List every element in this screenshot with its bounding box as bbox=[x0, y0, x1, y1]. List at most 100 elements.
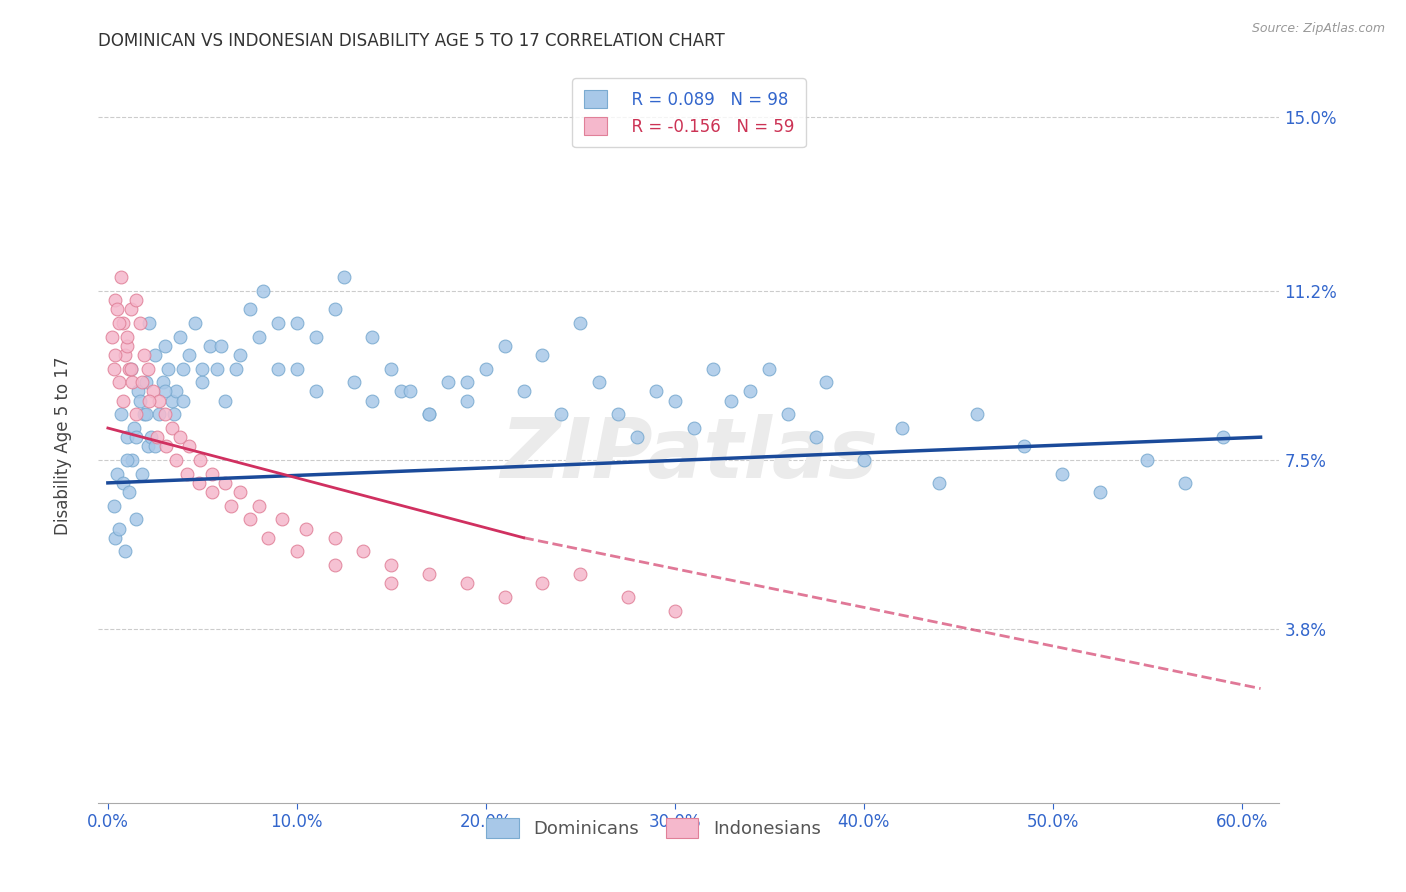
Point bbox=[607, 408, 630, 422]
Point bbox=[131, 376, 153, 390]
Point bbox=[323, 531, 346, 545]
Point bbox=[152, 376, 174, 390]
Text: DOMINICAN VS INDONESIAN DISABILITY AGE 5 TO 17 CORRELATION CHART: DOMINICAN VS INDONESIAN DISABILITY AGE 5… bbox=[98, 32, 725, 50]
Point bbox=[165, 453, 187, 467]
Point bbox=[494, 590, 516, 604]
Point bbox=[125, 430, 148, 444]
Point bbox=[1136, 453, 1159, 467]
Point bbox=[121, 453, 143, 467]
Point bbox=[361, 393, 384, 408]
Point bbox=[132, 348, 155, 362]
Point bbox=[125, 408, 148, 422]
Point bbox=[252, 284, 274, 298]
Point bbox=[125, 512, 148, 526]
Point bbox=[569, 316, 592, 330]
Point bbox=[138, 316, 160, 330]
Point bbox=[247, 329, 270, 343]
Point bbox=[1174, 475, 1197, 490]
Point bbox=[127, 384, 149, 399]
Text: Source: ZipAtlas.com: Source: ZipAtlas.com bbox=[1251, 22, 1385, 36]
Point bbox=[247, 499, 270, 513]
Point bbox=[108, 522, 131, 536]
Point bbox=[115, 329, 138, 343]
Point bbox=[191, 376, 214, 390]
Point bbox=[342, 376, 364, 390]
Point bbox=[399, 384, 422, 399]
Point bbox=[814, 376, 837, 390]
Point bbox=[201, 485, 224, 500]
Point bbox=[165, 384, 187, 399]
Point bbox=[1212, 430, 1234, 444]
Point bbox=[115, 339, 138, 353]
Point bbox=[179, 348, 201, 362]
Point bbox=[285, 361, 308, 376]
Point bbox=[644, 384, 666, 399]
Point bbox=[105, 302, 128, 317]
Point bbox=[682, 421, 704, 435]
Point bbox=[531, 576, 554, 591]
Point bbox=[456, 393, 478, 408]
Point bbox=[190, 453, 212, 467]
Point bbox=[890, 421, 912, 435]
Point bbox=[148, 408, 170, 422]
Point bbox=[267, 316, 290, 330]
Point bbox=[103, 361, 125, 376]
Point bbox=[176, 467, 198, 481]
Point bbox=[115, 453, 138, 467]
Point bbox=[142, 384, 165, 399]
Point bbox=[1014, 439, 1036, 453]
Point bbox=[153, 339, 176, 353]
Point bbox=[664, 393, 686, 408]
Point bbox=[191, 361, 214, 376]
Point bbox=[1050, 467, 1073, 481]
Point bbox=[380, 576, 402, 591]
Point bbox=[305, 329, 328, 343]
Point bbox=[110, 270, 132, 285]
Point bbox=[418, 408, 440, 422]
Point bbox=[172, 393, 194, 408]
Point bbox=[1088, 485, 1111, 500]
Point bbox=[111, 393, 134, 408]
Point bbox=[124, 421, 146, 435]
Point bbox=[184, 316, 207, 330]
Point bbox=[120, 361, 142, 376]
Point bbox=[806, 430, 828, 444]
Point bbox=[418, 567, 440, 582]
Point bbox=[270, 512, 292, 526]
Point bbox=[239, 302, 262, 317]
Point bbox=[153, 384, 176, 399]
Point bbox=[323, 558, 346, 573]
Point bbox=[100, 329, 122, 343]
Point bbox=[104, 531, 127, 545]
Point bbox=[209, 339, 232, 353]
Point bbox=[143, 348, 166, 362]
Point bbox=[225, 361, 247, 376]
Point bbox=[702, 361, 724, 376]
Point bbox=[664, 604, 686, 618]
Point bbox=[108, 376, 131, 390]
Point bbox=[135, 376, 157, 390]
Point bbox=[120, 361, 142, 376]
Text: ZIPatlas: ZIPatlas bbox=[501, 414, 877, 495]
Point bbox=[114, 348, 136, 362]
Point bbox=[118, 485, 141, 500]
Point bbox=[111, 316, 134, 330]
Point bbox=[155, 439, 177, 453]
Point bbox=[305, 384, 328, 399]
Point bbox=[136, 439, 159, 453]
Point bbox=[125, 293, 148, 307]
Point bbox=[111, 475, 134, 490]
Point bbox=[229, 485, 252, 500]
Point bbox=[352, 544, 374, 558]
Point bbox=[179, 439, 201, 453]
Point bbox=[104, 293, 127, 307]
Point bbox=[115, 430, 138, 444]
Point bbox=[616, 590, 638, 604]
Point bbox=[778, 408, 800, 422]
Point bbox=[129, 316, 152, 330]
Point bbox=[550, 408, 572, 422]
Point bbox=[928, 475, 950, 490]
Point bbox=[323, 302, 346, 317]
Point bbox=[512, 384, 534, 399]
Point bbox=[418, 408, 440, 422]
